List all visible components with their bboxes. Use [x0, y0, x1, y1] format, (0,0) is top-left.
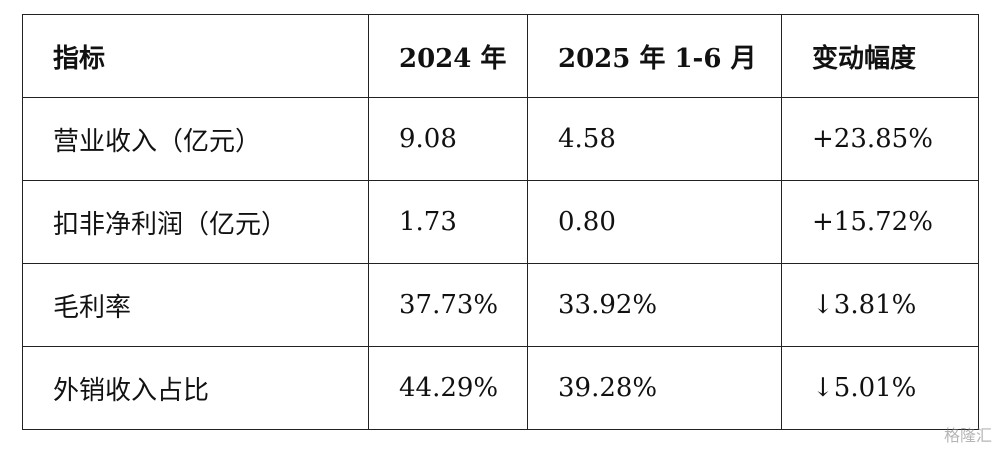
table-cell: 44.29%	[368, 346, 528, 430]
table-row: 毛利率 37.73% 33.92% ↓3.81%	[22, 263, 979, 347]
table-cell: 37.73%	[368, 263, 528, 347]
data-table: 指标 2024 年 2025 年 1-6 月变动幅度 营业收入（亿元） 9.08 4.5…	[22, 14, 979, 430]
table-cell: 33.92%	[527, 263, 782, 347]
table-cell: 39.28%	[527, 346, 782, 430]
table-cell: ↓3.81%	[781, 263, 979, 347]
header-row: 指标 2024 年 2025 年 1-6 月变动幅度	[22, 14, 979, 98]
header-cell: 2025 年 1-6 月	[527, 14, 782, 98]
table-row: 营业收入（亿元） 9.08 4.58 +23.85%	[22, 97, 979, 181]
table-row: 扣非净利润（亿元） 1.73 0.80 +15.72%	[22, 180, 979, 264]
table-cell: 外销收入占比	[22, 346, 369, 430]
table-body: 营业收入（亿元） 9.08 4.58 +23.85% 扣非净利润（亿元） 1.73 0.80…	[22, 97, 979, 430]
table-cell: 毛利率	[22, 263, 369, 347]
table-cell: +15.72%	[781, 180, 979, 264]
watermark: 格隆汇	[943, 426, 992, 445]
header-cell: 2024 年	[368, 14, 528, 98]
table-row: 外销收入占比 44.29% 39.28% ↓5.01%	[22, 346, 979, 430]
table-cell: +23.85%	[781, 97, 979, 181]
table-cell: 4.58	[527, 97, 782, 181]
table-cell: 营业收入（亿元）	[22, 97, 369, 181]
table-head: 指标 2024 年 2025 年 1-6 月变动幅度	[22, 14, 979, 98]
table-cell: 0.80	[527, 180, 782, 264]
header-cell: 指标	[22, 14, 369, 98]
table-cell: ↓5.01%	[781, 346, 979, 430]
table-cell: 扣非净利润（亿元）	[22, 180, 369, 264]
table-cell: 9.08	[368, 97, 528, 181]
table-cell: 1.73	[368, 180, 528, 264]
header-cell: 变动幅度	[781, 14, 979, 98]
